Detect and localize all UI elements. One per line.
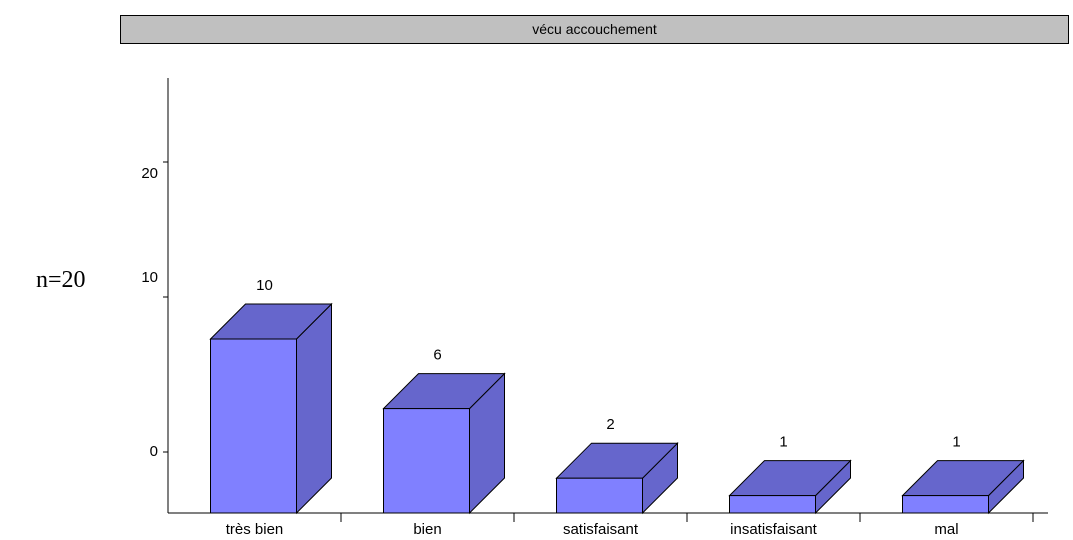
bar-front [902,495,989,514]
bar-front [556,477,643,514]
sample-size-label: n=20 [36,267,86,293]
category-label: insatisfaisant [730,521,818,538]
bar-front [210,338,297,514]
data-label: 1 [779,434,787,451]
bar-side [296,302,332,515]
bar [209,302,333,515]
chart-axes: 0 10 20 [141,78,1048,522]
data-label: 2 [606,416,614,433]
chart-labels: 10 très bien 6 bien 2 satisfaisant 1 insatisfai… [226,277,961,538]
bar-front [729,495,816,514]
data-label: 10 [256,277,273,294]
bar [901,459,1025,515]
data-label: 1 [952,434,960,451]
category-label: satisfaisant [563,521,639,538]
data-label: 6 [433,347,441,364]
category-label: mal [934,521,958,538]
category-label: bien [413,521,441,538]
bar [382,372,506,515]
y-tick-label: 10 [141,269,158,286]
chart-title: vécu accouchement [120,15,1069,44]
y-tick-label: 20 [141,165,158,182]
y-tick-label: 0 [150,443,158,460]
bar [728,459,852,515]
chart-bars [209,302,1025,515]
category-label: très bien [226,521,284,538]
bar-front [383,408,470,514]
bar [555,441,679,515]
